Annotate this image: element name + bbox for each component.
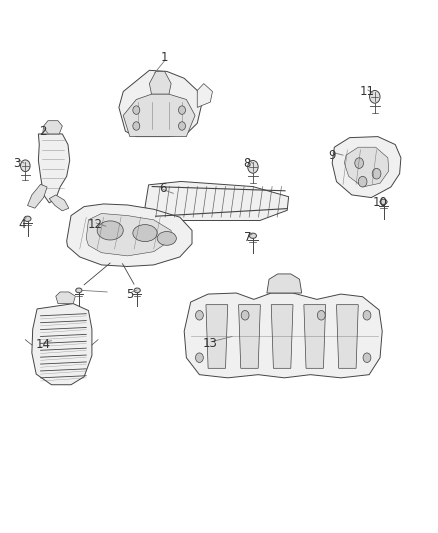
- Polygon shape: [304, 305, 325, 368]
- Polygon shape: [56, 292, 75, 304]
- Circle shape: [318, 311, 325, 320]
- Polygon shape: [123, 94, 195, 136]
- Polygon shape: [332, 136, 401, 198]
- Ellipse shape: [24, 216, 31, 221]
- Circle shape: [355, 158, 364, 168]
- Text: 12: 12: [88, 217, 102, 231]
- Polygon shape: [184, 293, 382, 378]
- Circle shape: [195, 353, 203, 362]
- Ellipse shape: [133, 224, 157, 241]
- Circle shape: [248, 160, 258, 173]
- Polygon shape: [49, 195, 69, 211]
- Polygon shape: [32, 304, 92, 385]
- Text: 13: 13: [203, 337, 218, 350]
- Text: 9: 9: [328, 149, 336, 161]
- Polygon shape: [28, 184, 47, 208]
- Circle shape: [195, 311, 203, 320]
- Circle shape: [241, 311, 249, 320]
- Circle shape: [363, 311, 371, 320]
- Polygon shape: [86, 214, 171, 256]
- Polygon shape: [67, 204, 192, 266]
- Ellipse shape: [76, 288, 82, 293]
- Circle shape: [370, 91, 380, 103]
- Polygon shape: [119, 70, 201, 136]
- Polygon shape: [239, 305, 260, 368]
- Circle shape: [372, 168, 381, 179]
- Polygon shape: [271, 305, 293, 368]
- Ellipse shape: [249, 233, 257, 238]
- Polygon shape: [336, 305, 358, 368]
- Text: 4: 4: [18, 217, 26, 231]
- Circle shape: [133, 122, 140, 130]
- Circle shape: [21, 160, 30, 172]
- Polygon shape: [39, 134, 70, 203]
- Polygon shape: [197, 84, 212, 108]
- Polygon shape: [149, 71, 171, 94]
- Text: 6: 6: [159, 182, 166, 195]
- Ellipse shape: [97, 221, 123, 240]
- Text: 7: 7: [244, 231, 251, 244]
- Polygon shape: [206, 305, 228, 368]
- Circle shape: [133, 106, 140, 114]
- Circle shape: [179, 106, 185, 114]
- Circle shape: [179, 122, 185, 130]
- Text: 3: 3: [13, 157, 20, 169]
- Polygon shape: [145, 181, 289, 221]
- Circle shape: [358, 176, 367, 187]
- Text: 14: 14: [35, 338, 50, 351]
- Text: 2: 2: [39, 125, 46, 138]
- Text: 5: 5: [126, 288, 134, 301]
- Polygon shape: [267, 274, 302, 293]
- Circle shape: [363, 353, 371, 362]
- Text: 1: 1: [161, 51, 168, 63]
- Polygon shape: [344, 147, 389, 187]
- Ellipse shape: [157, 231, 177, 245]
- Ellipse shape: [134, 288, 140, 293]
- Ellipse shape: [380, 199, 387, 205]
- Text: 10: 10: [373, 196, 388, 209]
- Text: 8: 8: [244, 157, 251, 169]
- Polygon shape: [43, 120, 62, 134]
- Text: 11: 11: [360, 85, 374, 98]
